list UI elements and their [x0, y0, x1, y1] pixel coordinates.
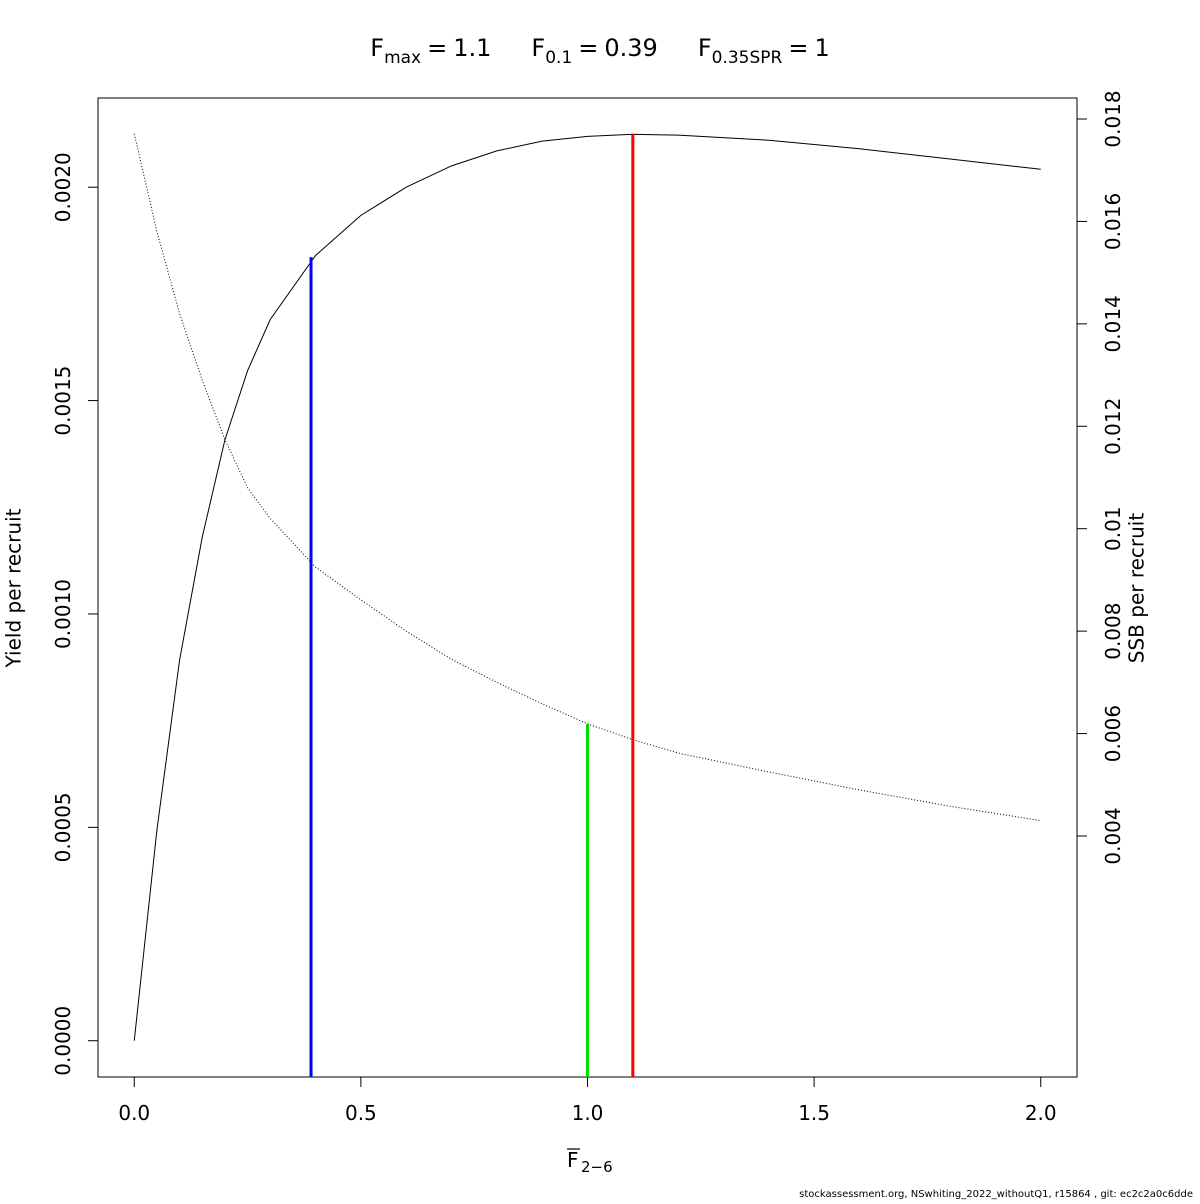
y2-axis-label: SSB per recruit: [1125, 513, 1149, 664]
series-line: [133, 133, 1041, 1041]
footer: stockassessment.org, NSwhiting_2022_with…: [799, 1189, 1193, 1200]
y2-tick-label: 0.01: [1101, 506, 1125, 551]
title-relation: =: [578, 34, 598, 62]
title-subscript: max: [384, 48, 421, 68]
x-axis-label-symbol: F: [567, 1148, 579, 1172]
x-tick-label: 1.0: [572, 1101, 604, 1125]
y2-tick-label: 0.018: [1101, 90, 1125, 147]
y-tick-label: 0.0005: [51, 792, 75, 862]
title-symbol: F: [531, 34, 545, 62]
x-tick-label: 1.5: [798, 1101, 830, 1125]
y2-tick-label: 0.016: [1101, 193, 1125, 250]
y2-tick-label: 0.012: [1101, 398, 1125, 455]
title-value: 1.1: [453, 34, 491, 62]
y-tick-label: 0.0015: [51, 366, 75, 436]
title-relation: =: [788, 34, 808, 62]
x-tick-label: 2.0: [1025, 1101, 1057, 1125]
x-axis-label: F 2−6: [567, 1148, 613, 1176]
chart-title: Fmax = 1.1 F0.1 = 0.39 F0.35SPR = 1: [370, 34, 829, 68]
y2-tick-label: 0.008: [1101, 603, 1125, 660]
y2-tick-label: 0.006: [1101, 705, 1125, 762]
y2-tick-label: 0.014: [1101, 295, 1125, 352]
title-symbol: F: [370, 34, 384, 62]
series-line: [133, 133, 1041, 822]
x-tick-label: 0.5: [345, 1101, 377, 1125]
title-subscript: 0.35SPR: [712, 48, 783, 68]
title-relation: =: [427, 34, 447, 62]
y-axis-label: Yield per recruit: [2, 508, 26, 668]
x-tick-label: 0.0: [118, 1101, 150, 1125]
title-subscript: 0.1: [545, 48, 572, 68]
title-symbol: F: [698, 34, 712, 62]
title-value: 1: [814, 34, 829, 62]
title-value: 0.39: [604, 34, 657, 62]
y-tick-label: 0.0020: [51, 152, 75, 222]
y-tick-label: 0.0010: [51, 579, 75, 649]
y-tick-label: 0.0000: [51, 1006, 75, 1076]
x-axis-label-subscript: 2−6: [581, 1158, 613, 1176]
y2-tick-label: 0.004: [1101, 807, 1125, 864]
